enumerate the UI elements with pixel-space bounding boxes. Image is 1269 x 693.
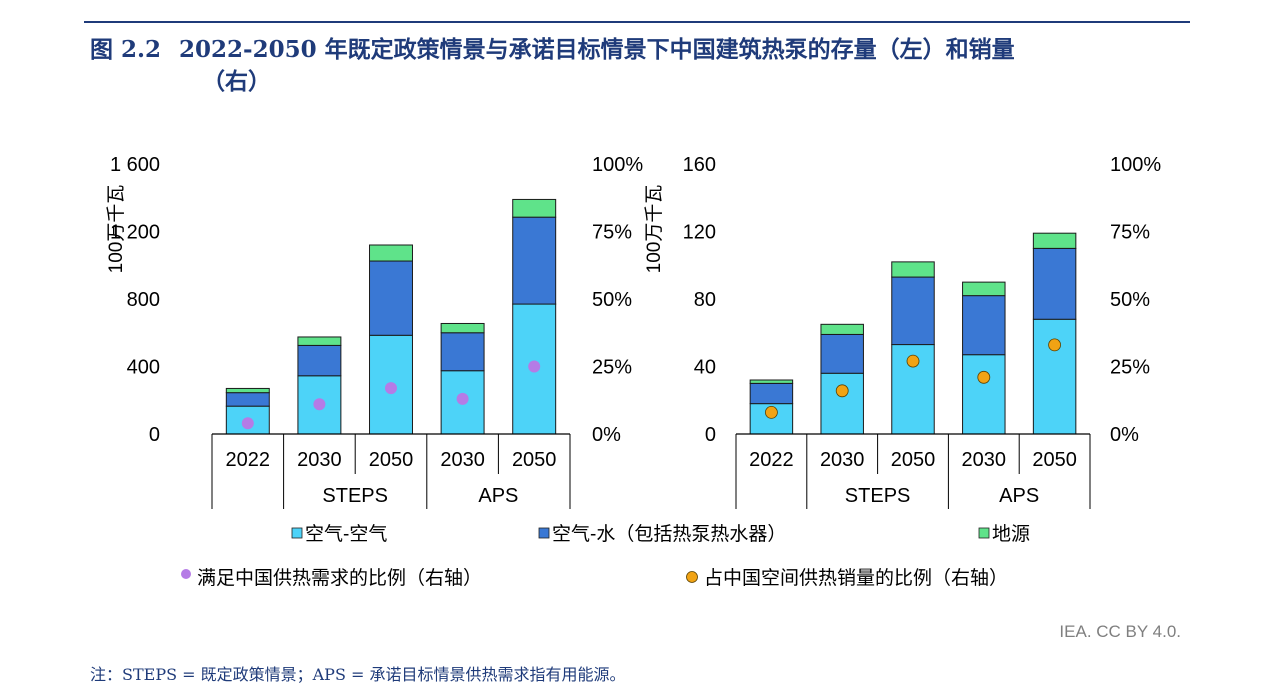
bar-segment: [297, 336, 342, 346]
legend-label-share-sales: 占中国空间供热销量的比例（右轴）: [704, 567, 1008, 589]
bar-segment: [962, 354, 1006, 435]
title-line-2: （右）: [202, 68, 271, 95]
x-tick-label: 2050: [512, 449, 557, 471]
y-tick-label: 80: [694, 289, 716, 311]
x-tick-label: 2030: [297, 449, 342, 471]
y-tick-label: 800: [127, 289, 160, 311]
bar-segment: [225, 392, 270, 407]
figure-title: 图 2.2 2022-2050 年既定政策情景与承诺目标情景下中国建筑热泵的存量（…: [90, 34, 1170, 98]
legend-swatch-air-air: [291, 527, 303, 539]
footnote: 注：STEPS = 既定政策情景；APS = 承诺目标情景供热需求指有用能源。: [90, 665, 626, 684]
x-tick-label: 2022: [226, 449, 271, 471]
bar-segment: [512, 216, 557, 305]
legend-dot-demand: [181, 569, 191, 579]
bar-segment: [962, 281, 1006, 297]
y2-tick-label: 50%: [1110, 289, 1150, 311]
y2-tick-label: 25%: [592, 357, 632, 379]
x-tick-label: 2050: [891, 449, 936, 471]
source-credit: IEA. CC BY 4.0.: [1059, 622, 1181, 641]
share-dot: [456, 392, 469, 405]
legend-swatch-ground: [978, 527, 990, 539]
bar-segment: [512, 198, 557, 218]
y2-tick-label: 100%: [1110, 154, 1161, 176]
y-tick-label: 400: [127, 357, 160, 379]
x-tick-label: 2050: [369, 449, 414, 471]
bar-segment: [369, 244, 413, 262]
share-dot: [835, 384, 849, 398]
y2-tick-label: 75%: [1110, 222, 1150, 244]
bar-segment: [820, 372, 864, 435]
y2-tick-label: 0%: [1110, 424, 1139, 446]
x-tick-label: 2030: [962, 449, 1007, 471]
y-tick-label: 1 200: [110, 222, 160, 244]
bar-segment: [1032, 318, 1077, 435]
stock-chart: 0 400 800 1 200 1 600 0% 25% 50% 75% 100% 100万千瓦 20…: [105, 154, 643, 509]
group-label: APS: [999, 485, 1039, 507]
y-tick-label: 0: [705, 424, 716, 446]
y2-tick-label: 25%: [1110, 357, 1150, 379]
bar-segment: [1032, 232, 1077, 249]
y2-tick-label: 100%: [592, 154, 643, 176]
y-tick-label: 40: [694, 357, 716, 379]
y-axis-title: 100万千瓦: [643, 185, 665, 274]
bar-segment: [749, 379, 794, 384]
y2-tick-label: 50%: [592, 289, 632, 311]
bar-segment: [1032, 247, 1077, 320]
figure-number: 图 2.2: [90, 36, 162, 63]
x-tick-label: 2030: [820, 449, 865, 471]
bar-segment: [820, 323, 864, 335]
share-dot: [385, 382, 397, 395]
y-tick-label: 0: [149, 424, 160, 446]
y-tick-label: 160: [683, 154, 716, 176]
y2-tick-label: 75%: [592, 222, 632, 244]
y2-tick-label: 0%: [592, 424, 621, 446]
bar-segment: [749, 382, 794, 405]
bar-segment: [820, 333, 864, 374]
bar-segment: [891, 276, 935, 346]
title-rule: [84, 21, 1190, 23]
share-dot: [1048, 338, 1061, 352]
legend-dot-sales: [686, 571, 698, 583]
group-label: APS: [478, 485, 518, 507]
legend-swatch-air-water: [538, 527, 550, 539]
bar-segment: [440, 332, 485, 372]
legend-label-air-air: 空气-空气: [305, 523, 387, 545]
x-tick-label: 2050: [1032, 449, 1077, 471]
y-tick-label: 1 600: [110, 154, 160, 176]
bar-segment: [440, 322, 485, 334]
bar-segment: [369, 260, 413, 336]
share-dot: [528, 360, 541, 373]
group-label: STEPS: [322, 485, 388, 507]
y-axis-title: 100万千瓦: [105, 185, 127, 274]
share-dot: [906, 354, 920, 368]
legend-label-share-demand: 满足中国供热需求的比例（右轴）: [197, 567, 482, 589]
bar-segment: [297, 344, 342, 377]
sales-chart: 0 40 80 120 160 0% 25% 50% 75% 100% 100万千瓦 2022 2030…: [643, 154, 1161, 509]
x-tick-label: 2030: [440, 449, 485, 471]
y-tick-label: 120: [683, 222, 716, 244]
bar-segment: [891, 261, 935, 278]
group-label: STEPS: [845, 485, 911, 507]
bar-segment: [225, 387, 270, 394]
legend-label-ground: 地源: [992, 523, 1030, 545]
legend: 空气-空气 空气-水（包括热泵热水器） 地源 满足中国供热需求的比例（右轴） 占…: [181, 523, 1030, 589]
share-dot: [313, 398, 326, 411]
share-dot: [977, 370, 991, 384]
share-dot: [765, 405, 778, 419]
share-dot: [241, 417, 254, 430]
bar-segment: [962, 295, 1006, 356]
title-line-1: 2022-2050 年既定政策情景与承诺目标情景下中国建筑热泵的存量（左）和销量: [179, 36, 1015, 63]
x-tick-label: 2022: [749, 449, 794, 471]
legend-label-air-water: 空气-水（包括热泵热水器）: [552, 523, 786, 545]
